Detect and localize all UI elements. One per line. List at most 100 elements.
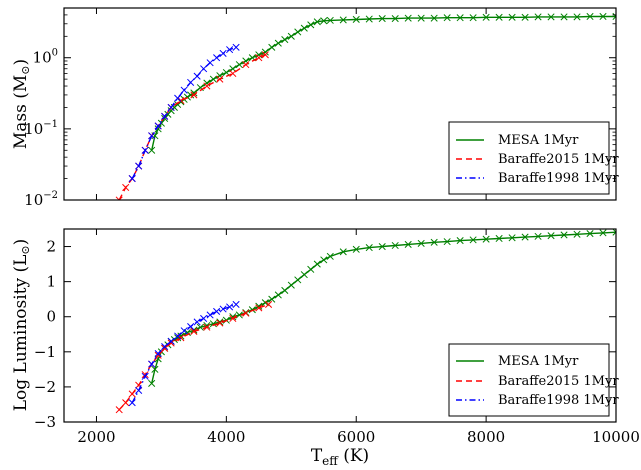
luminosity-point-baraffe1998-1myr [187,322,195,331]
mass-point-baraffe2015-1myr [115,196,123,200]
luminosity-point-baraffe1998-1myr [180,327,188,335]
mass-point-mesa-1myr [599,12,607,21]
mass-point-mesa-1myr [378,15,386,23]
mass-point-mesa-1myr [281,36,289,44]
mass-point-mesa-1myr [430,14,438,22]
mass-point-mesa-1myr [521,13,529,21]
luminosity-legend-label-mesa: MESA 1Myr [498,354,579,369]
mass-ytick-labels: 10−2 10−1 100 [24,48,58,209]
luminosity-legend: MESA 1Myr Baraffe2015 1Myr Baraffe1998 1… [448,343,619,417]
luminosity-point-mesa-1myr [417,239,425,247]
xtick-label: 2000 [77,428,115,446]
luminosity-point-baraffe1998-1myr [148,360,156,368]
luminosity-point-mesa-1myr [456,237,464,245]
mass-legend-label-mesa: MESA 1Myr [498,133,579,148]
luminosity-point-mesa-1myr [495,234,503,243]
luminosity-point-baraffe1998-1myr [232,300,240,308]
luminosity-point-baraffe2015-1myr [141,371,149,379]
luminosity-point-baraffe1998-1myr [128,399,136,407]
mass-point-mesa-1myr [365,15,373,23]
luminosity-point-baraffe2015-1myr [167,339,175,347]
luminosity-point-baraffe2015-1myr [229,314,237,323]
luminosity-point-mesa-1myr [430,238,438,246]
mass-point-baraffe2015-1myr [203,82,211,90]
luminosity-point-mesa-1myr [469,236,477,244]
mass-point-baraffe2015-1myr [255,54,263,62]
luminosity-point-baraffe1998-1myr [200,314,208,323]
luminosity-legend-label-baraffe2015: Baraffe2015 1Myr [498,374,619,389]
luminosity-point-mesa-1myr [154,355,162,363]
mass-point-mesa-1myr [534,13,542,21]
mass-point-mesa-1myr [612,12,616,21]
luminosity-point-baraffe2015-1myr [154,351,162,359]
luminosity-point-baraffe1998-1myr [206,311,214,319]
mass-point-mesa-1myr [300,24,308,32]
luminosity-point-mesa-1myr [508,234,516,242]
mass-point-mesa-1myr [287,32,295,40]
mass-point-mesa-1myr [313,18,321,26]
mass-point-baraffe1998-1myr [219,49,227,57]
mass-point-mesa-1myr [148,146,156,154]
mass-legend-label-baraffe1998: Baraffe1998 1Myr [498,171,619,186]
luminosity-point-mesa-1myr [443,238,451,246]
mass-point-baraffe1998-1myr [180,86,188,94]
mass-legend-box [448,121,610,195]
luminosity-point-mesa-1myr [281,286,289,294]
mass-point-baraffe1998-1myr [213,54,221,62]
luminosity-point-baraffe1998-1myr [213,307,221,316]
luminosity-ytick-labels: −3 −2 −1 0 1 2 [34,238,56,431]
mass-point-baraffe1998-1myr [232,43,240,51]
luminosity-ylabel: Log Luminosity (L⊙) [11,239,32,412]
mass-point-mesa-1myr [339,16,347,24]
luminosity-point-baraffe1998-1myr [219,305,227,313]
mass-point-mesa-1myr [547,13,555,21]
luminosity-point-baraffe1998-1myr [226,303,234,311]
luminosity-axes-frame [63,228,617,423]
mass-ytick-label: 10−1 [24,119,58,138]
mass-point-mesa-1myr [508,13,516,21]
luminosity-point-mesa-1myr [391,241,399,250]
xtick-label: 8000 [467,428,505,446]
luminosity-point-mesa-1myr [326,252,334,260]
mass-legend: MESA 1Myr Baraffe2015 1Myr Baraffe1998 1… [448,121,619,195]
luminosity-point-baraffe2015-1myr [128,390,136,398]
mass-legend-label-baraffe2015: Baraffe2015 1Myr [498,152,619,167]
luminosity-point-mesa-1myr [255,302,263,310]
mass-point-mesa-1myr [560,13,568,21]
mass-point-mesa-1myr [154,125,162,133]
mass-ytick-label: 10−2 [24,190,58,209]
mass-series-layer [115,12,616,200]
luminosity-point-mesa-1myr [339,248,347,256]
luminosity-point-mesa-1myr [352,245,360,253]
mass-point-mesa-1myr [209,75,217,83]
mass-point-mesa-1myr [391,15,399,23]
luminosity-point-mesa-1myr [268,295,276,303]
mass-point-mesa-1myr [235,61,243,69]
xtick-label: 4000 [207,428,245,446]
mass-point-baraffe2015-1myr [229,69,237,78]
luminosity-point-mesa-1myr [573,230,581,238]
mass-point-baraffe1998-1myr [226,46,234,54]
luminosity-point-mesa-1myr [313,260,321,268]
luminosity-ytick-label: 2 [46,238,56,256]
mass-line-baraffe1998-1myr [131,46,237,179]
mass-point-mesa-1myr [573,13,581,21]
mass-point-baraffe1998-1myr [187,78,195,86]
luminosity-point-mesa-1myr [300,271,308,279]
luminosity-point-mesa-1myr [209,320,217,328]
luminosity-point-mesa-1myr [148,379,156,387]
luminosity-point-baraffe1998-1myr [154,350,162,358]
mass-point-mesa-1myr [274,39,282,47]
luminosity-point-baraffe2015-1myr [255,304,263,312]
mass-point-mesa-1myr [320,17,328,25]
luminosity-point-mesa-1myr [534,232,542,240]
mass-point-baraffe1998-1myr [193,72,201,80]
luminosity-panel: −3 −2 −1 0 1 2 2000 4000 6000 8000 10000 Log Lumi… [11,228,640,468]
luminosity-point-baraffe1998-1myr [161,343,169,351]
mass-point-mesa-1myr [417,14,425,22]
luminosity-point-mesa-1myr [404,240,412,248]
mass-point-mesa-1myr [495,13,503,21]
mass-point-baraffe1998-1myr [148,132,156,140]
luminosity-point-baraffe2015-1myr [122,399,130,407]
